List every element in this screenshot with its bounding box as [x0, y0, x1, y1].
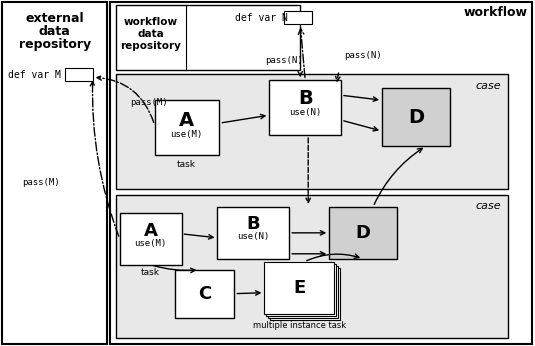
Text: A: A: [179, 111, 194, 130]
Text: pass(N): pass(N): [265, 56, 303, 65]
Bar: [382, 88, 450, 146]
Text: use(M): use(M): [134, 239, 167, 248]
Text: pass(N): pass(N): [344, 51, 381, 60]
Text: B: B: [247, 215, 260, 233]
Bar: [264, 262, 334, 313]
Bar: [266, 264, 336, 316]
Bar: [329, 207, 397, 259]
Bar: [116, 74, 508, 189]
Text: data: data: [137, 29, 164, 39]
Text: pass(M): pass(M): [129, 98, 167, 107]
Text: external: external: [26, 12, 84, 25]
Bar: [269, 80, 341, 135]
Bar: [217, 207, 289, 259]
Text: multiple instance task: multiple instance task: [253, 321, 346, 330]
Text: B: B: [298, 89, 312, 108]
Bar: [268, 266, 338, 318]
Bar: [120, 213, 181, 265]
Text: use(M): use(M): [170, 130, 203, 139]
Text: D: D: [356, 224, 371, 242]
Text: repository: repository: [120, 41, 181, 51]
Text: C: C: [198, 285, 211, 303]
Text: D: D: [408, 108, 424, 127]
Text: case: case: [476, 81, 501, 91]
Bar: [116, 6, 300, 70]
Text: task: task: [177, 160, 196, 169]
Text: def var N: def var N: [235, 13, 288, 24]
Text: workflow: workflow: [464, 6, 528, 19]
Text: E: E: [293, 279, 305, 297]
Text: use(N): use(N): [289, 108, 322, 117]
Bar: [2, 2, 106, 344]
Bar: [174, 270, 234, 318]
Text: A: A: [144, 222, 157, 240]
Text: def var M: def var M: [8, 70, 61, 80]
Text: repository: repository: [19, 38, 91, 51]
Text: use(N): use(N): [237, 232, 270, 241]
Text: case: case: [476, 201, 501, 211]
Text: workflow: workflow: [124, 17, 178, 27]
Bar: [116, 195, 508, 338]
Bar: [155, 100, 219, 155]
Text: task: task: [141, 268, 160, 277]
Text: data: data: [39, 25, 71, 38]
Bar: [65, 68, 93, 81]
Bar: [110, 2, 532, 344]
Text: pass(M): pass(M): [22, 179, 59, 188]
Bar: [284, 11, 312, 24]
Bar: [270, 268, 340, 320]
